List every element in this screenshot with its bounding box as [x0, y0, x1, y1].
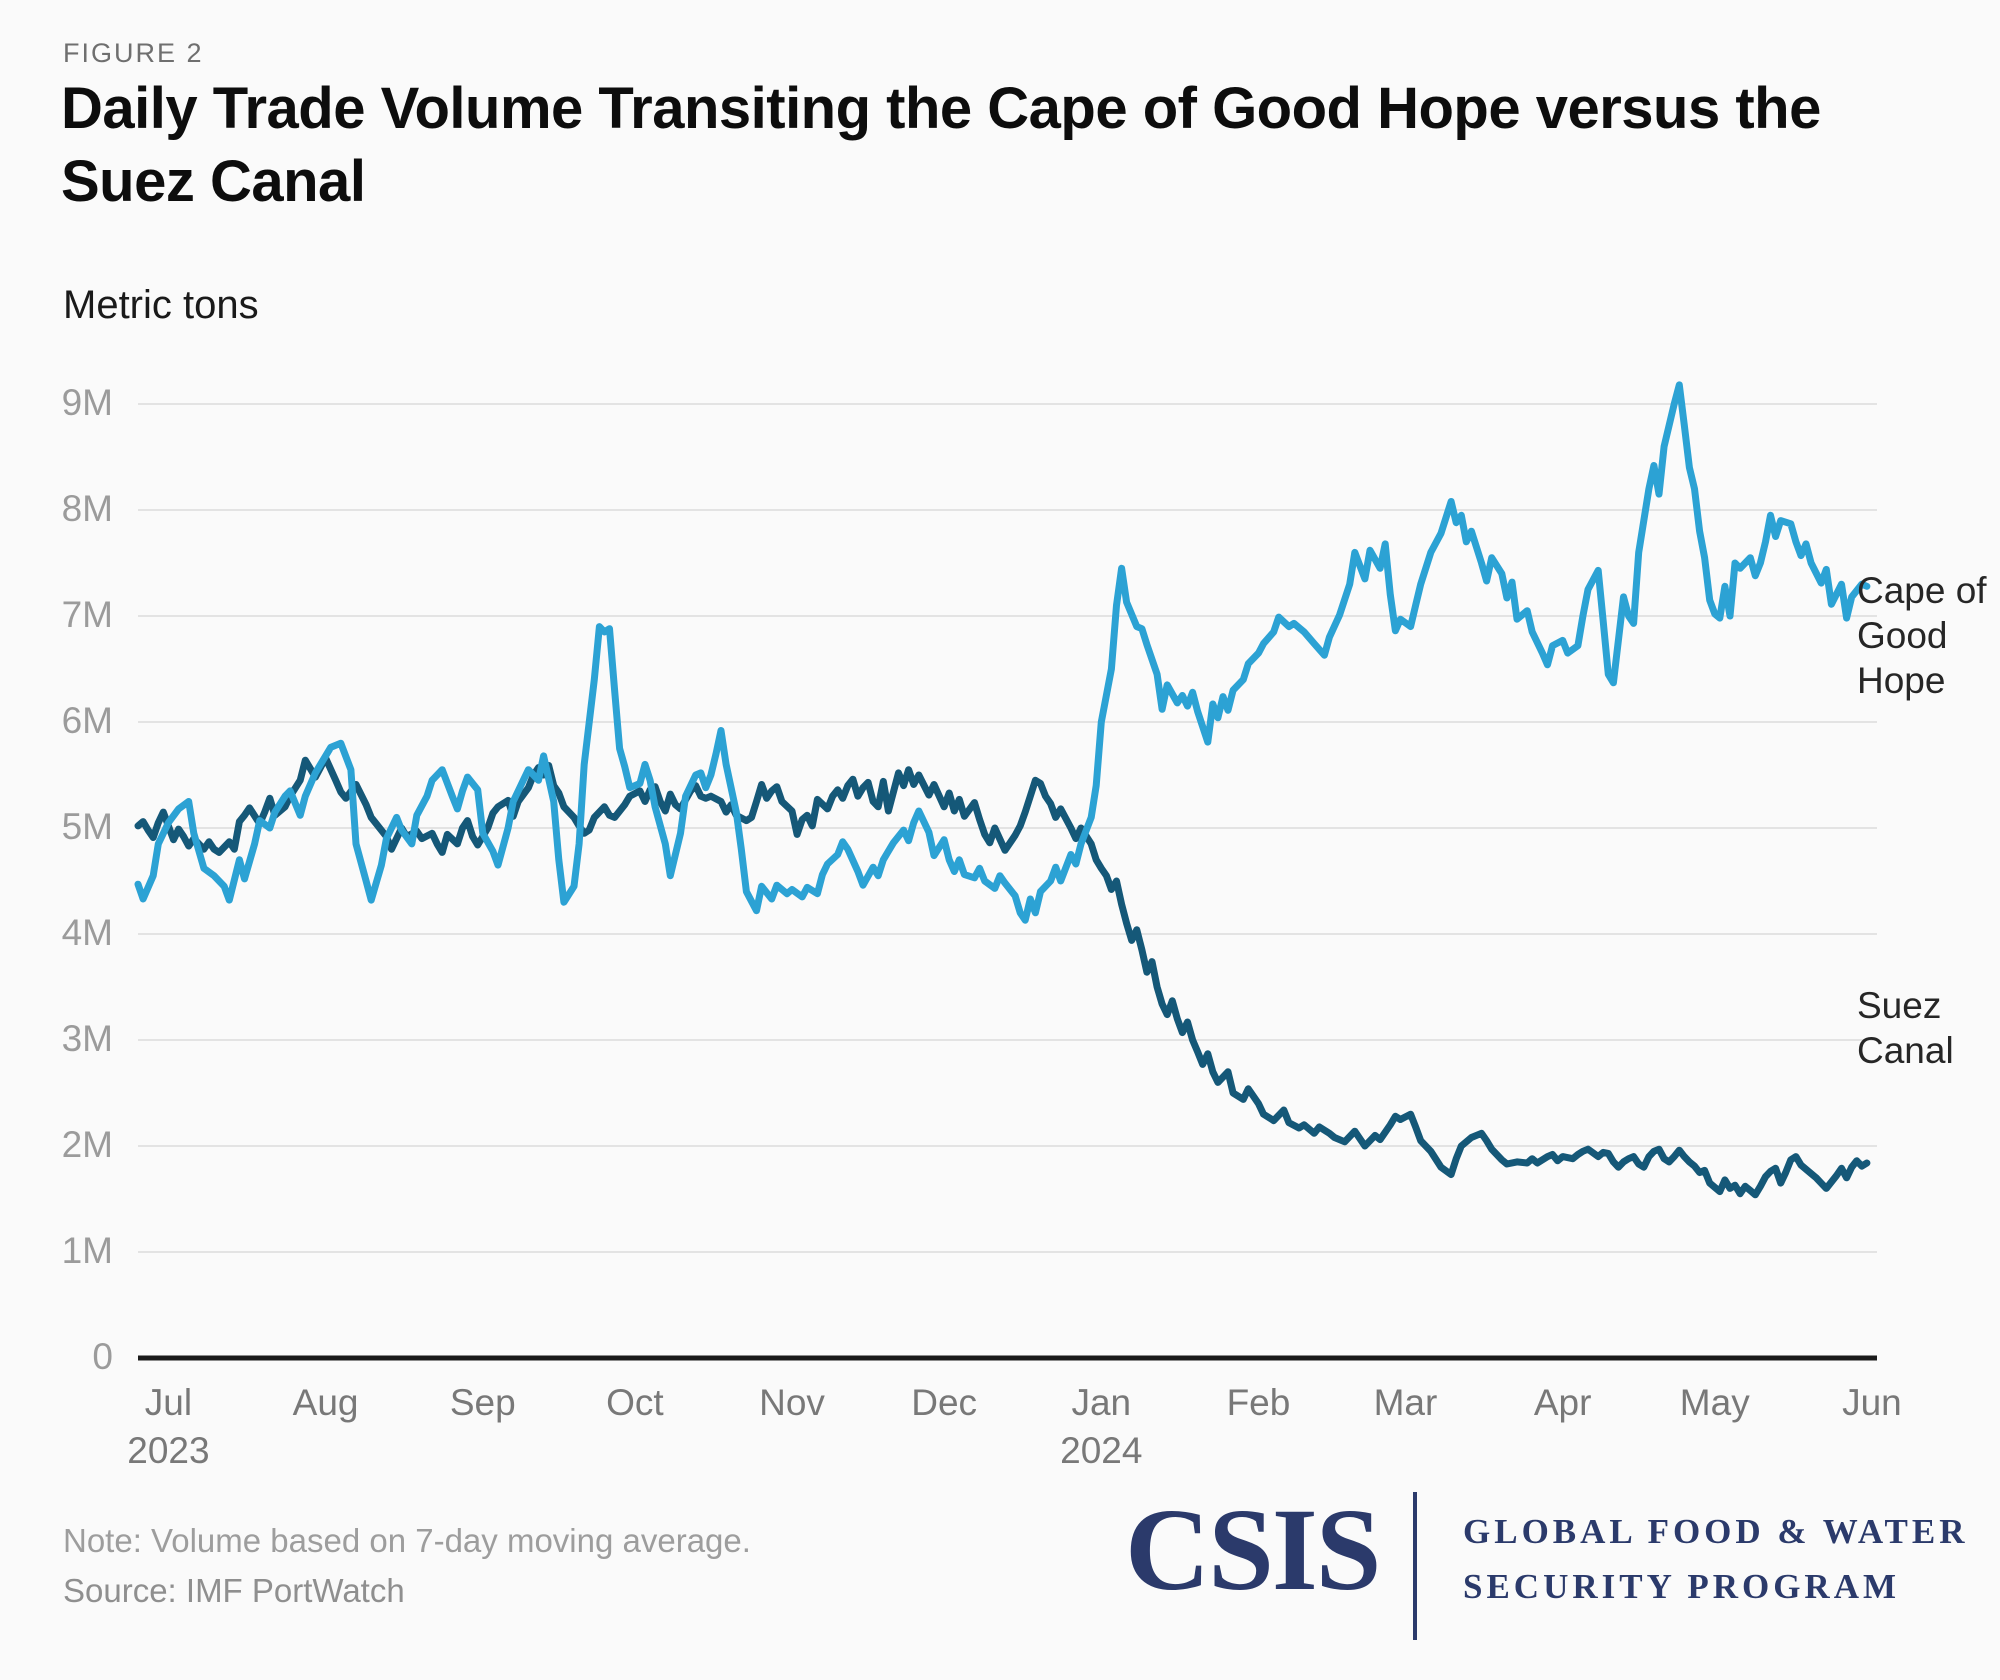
logo-program-line1: GLOBAL FOOD & WATER: [1463, 1512, 1969, 1551]
logo-program-name: GLOBAL FOOD & WATER SECURITY PROGRAM: [1463, 1504, 1968, 1614]
x-tick-label-Jan: Jan: [1071, 1382, 1132, 1423]
x-tick-label-May: May: [1679, 1382, 1750, 1423]
x-tick-label-Nov: Nov: [759, 1382, 825, 1423]
x-tick-label-Jun: Jun: [1842, 1382, 1902, 1423]
y-tick-label-8M: 8M: [61, 488, 113, 529]
x-tick-label-Mar: Mar: [1373, 1382, 1438, 1423]
x-tick-label-Apr: Apr: [1533, 1382, 1592, 1423]
y-tick-label-9M: 9M: [61, 382, 113, 423]
chart-source: Source: IMF PortWatch: [63, 1572, 405, 1609]
series-line-cape-of-good-hope: [134, 381, 1871, 924]
csis-wordmark: CSIS: [1125, 1484, 1381, 1615]
x-tick-label-Feb: Feb: [1226, 1382, 1291, 1423]
page-title: Daily Trade Volume Transiting the Cape o…: [61, 76, 1821, 214]
x-tick-label-Dec: Dec: [911, 1382, 978, 1423]
y-tick-label-3M: 3M: [61, 1018, 113, 1059]
y-tick-label-1M: 1M: [61, 1230, 113, 1271]
x-tick-year-label-2023: 2023: [127, 1430, 210, 1471]
y-axis-units-label: Metric tons: [63, 283, 259, 327]
logo-program-line2: SECURITY PROGRAM: [1463, 1567, 1901, 1606]
y-tick-label-4M: 4M: [61, 912, 113, 953]
x-tick-label-Oct: Oct: [606, 1382, 664, 1423]
y-tick-label-6M: 6M: [61, 700, 113, 741]
x-tick-label-Sep: Sep: [449, 1382, 516, 1423]
y-tick-label-2M: 2M: [61, 1124, 113, 1165]
x-tick-label-Aug: Aug: [292, 1382, 359, 1423]
y-tick-label-0: 0: [92, 1336, 113, 1377]
series-line-suez-canal: [134, 754, 1871, 1199]
y-tick-label-5M: 5M: [61, 806, 113, 847]
logo-divider: [1413, 1492, 1417, 1640]
y-tick-label-7M: 7M: [61, 594, 113, 635]
chart-note: Note: Volume based on 7-day moving avera…: [63, 1522, 751, 1559]
csis-logo: CSIS GLOBAL FOOD & WATER SECURITY PROGRA…: [1125, 1478, 1964, 1668]
x-tick-label-Jul: Jul: [144, 1382, 193, 1423]
x-tick-year-label-2024: 2024: [1060, 1430, 1143, 1471]
figure-label: FIGURE 2: [63, 38, 204, 68]
series-label-suez-canal: Suez Canal: [1857, 985, 1954, 1071]
series-label-cape-of-good-hope: Cape of Good Hope: [1857, 570, 1987, 701]
series-lines: [134, 381, 1871, 1199]
